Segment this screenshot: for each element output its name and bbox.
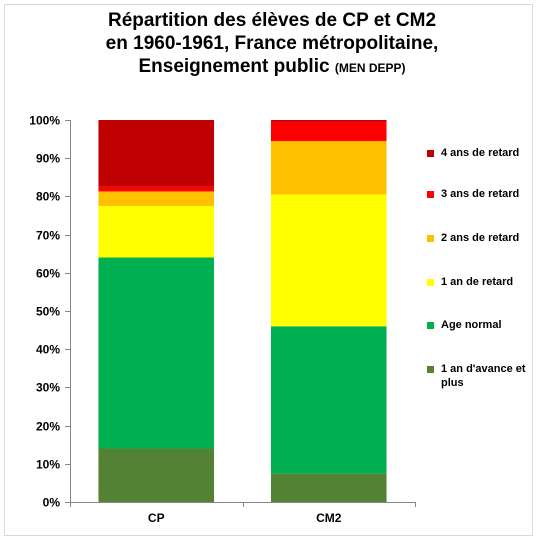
y-tick-label: 60% [36, 267, 60, 281]
legend-label: Age normal [441, 319, 502, 331]
bar-segment-cm2-4 [270, 121, 387, 142]
legend-swatch [427, 366, 434, 373]
bar-segment-cm2-3 [270, 141, 387, 195]
y-tick-label: 0% [43, 496, 61, 510]
bar-segment-cp-2 [98, 205, 215, 258]
y-tick-label: 10% [36, 458, 60, 472]
legend-swatch [427, 191, 434, 198]
legend-swatch [427, 235, 434, 242]
legend-label: 3 ans de retard [441, 188, 520, 200]
chart-frame [4, 4, 533, 536]
title-line-1: Répartition des élèves de CP et CM2 [107, 10, 437, 31]
bar-segment-cm2-5 [270, 120, 387, 122]
bar-segment-cm2-0 [270, 473, 387, 502]
y-tick-label: 30% [36, 381, 60, 395]
y-tick-label: 40% [36, 343, 60, 357]
bar-segment-cp-0 [98, 448, 215, 502]
legend-label: 4 ans de retard [441, 147, 520, 159]
y-tick-label: 70% [36, 229, 60, 243]
bar-segment-cm2-2 [270, 194, 387, 327]
x-tick-label: CP [148, 511, 165, 525]
y-tick-label: 100% [29, 114, 60, 128]
legend-label: 1 an d'avance et plus [441, 363, 526, 389]
bar-segment-cm2-1 [270, 326, 387, 474]
title-source: (MEN DEPP) [334, 61, 406, 75]
title-line-2: en 1960-1961, France métropolitaine, [105, 33, 439, 54]
legend-swatch [427, 322, 434, 329]
chart-title: Répartition des élèves de CP et CM2 en 1… [0, 9, 544, 80]
bar-segment-cp-5 [98, 120, 215, 187]
y-tick-label: 90% [36, 152, 60, 166]
title-line-3: Enseignement public (MEN DEPP) [0, 55, 544, 80]
y-tick-label: 50% [36, 305, 60, 319]
y-tick-label: 20% [36, 420, 60, 434]
legend-label: 1 an de retard [441, 276, 514, 288]
y-tick-label: 80% [36, 190, 60, 204]
bar-segment-cp-4 [98, 186, 215, 192]
bar-segment-cp-3 [98, 191, 215, 206]
bar-segment-cp-1 [98, 257, 215, 449]
x-tick-label: CM2 [316, 511, 342, 525]
legend-swatch [427, 279, 434, 286]
legend-swatch [427, 150, 434, 157]
title-line-3-text: Enseignement public [138, 56, 330, 77]
legend-label: 2 ans de retard [441, 232, 520, 244]
